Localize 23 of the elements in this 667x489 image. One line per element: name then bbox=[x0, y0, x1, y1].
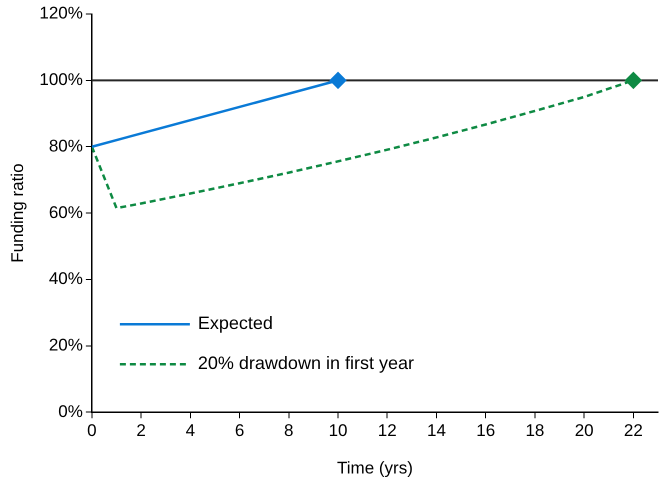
x-tick-label: 18 bbox=[525, 421, 544, 440]
y-tick-label: 100% bbox=[39, 70, 83, 90]
x-tick-label: 16 bbox=[476, 421, 496, 440]
legend-label: 20% drawdown in first year bbox=[198, 353, 414, 374]
x-tick-label: 12 bbox=[378, 421, 397, 440]
x-tick-label: 6 bbox=[234, 421, 244, 440]
y-tick-label: 20% bbox=[48, 336, 83, 355]
x-tick-label: 2 bbox=[136, 421, 146, 440]
y-tick-label: 80% bbox=[48, 136, 83, 156]
y-tick-label: 120% bbox=[39, 4, 83, 23]
x-tick-label: 20 bbox=[574, 421, 594, 440]
x-tick-label: 22 bbox=[624, 421, 643, 440]
y-tick-label: 40% bbox=[48, 269, 83, 288]
legend-label: Expected bbox=[198, 313, 273, 334]
x-tick-label: 4 bbox=[186, 421, 196, 440]
x-tick-label: 8 bbox=[284, 421, 294, 440]
x-tick-label: 14 bbox=[427, 421, 446, 440]
y-tick-label: 0% bbox=[58, 402, 83, 421]
y-tick-label: 60% bbox=[48, 202, 83, 222]
x-tick-label: 10 bbox=[328, 421, 348, 440]
x-axis-title: Time (yrs) bbox=[337, 458, 413, 478]
y-axis-title: Funding ratio bbox=[8, 163, 27, 263]
x-tick-label: 0 bbox=[87, 421, 97, 440]
